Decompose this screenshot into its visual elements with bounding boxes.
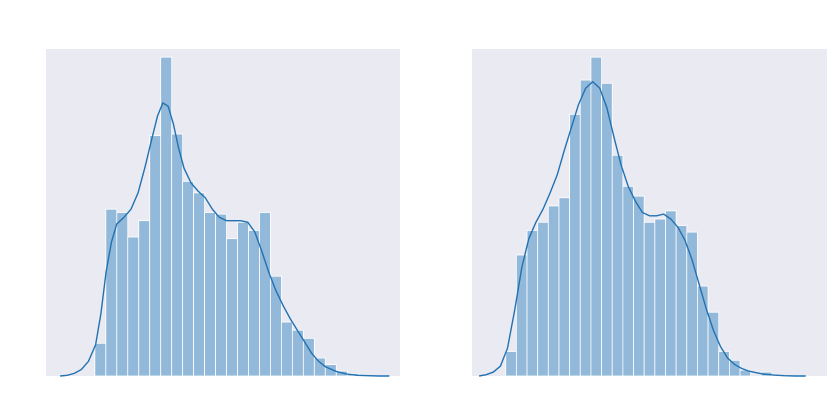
histogram-bar [226, 238, 238, 377]
histogram-bar [675, 225, 688, 377]
histogram-bar [697, 285, 709, 377]
histogram-bar [193, 192, 205, 377]
histogram-bar [281, 321, 293, 377]
right-histogram-panel [472, 49, 827, 377]
histogram-bar [105, 208, 118, 377]
histogram-bar [204, 212, 216, 377]
histogram-bar [558, 197, 571, 377]
histogram-bar [324, 364, 337, 377]
histogram-bar [127, 236, 140, 377]
histogram-bar [611, 154, 624, 377]
histogram-bar [505, 351, 517, 377]
right-histogram-bars [505, 56, 773, 377]
histogram-bar [515, 254, 528, 377]
histogram-bar [633, 195, 645, 377]
histogram-bar [537, 221, 549, 377]
histogram-bar [259, 212, 271, 377]
histogram-bar [665, 210, 677, 377]
histogram-bar [149, 135, 162, 377]
histogram-bar [569, 114, 581, 377]
histogram-bar [302, 337, 315, 377]
histogram-bar [579, 79, 592, 377]
histogram-bar [182, 181, 195, 377]
left-histogram-bars [94, 56, 359, 377]
histogram-bar [248, 230, 260, 377]
histogram-bar [728, 359, 741, 377]
histogram-bar [116, 212, 129, 377]
histogram-bar [622, 185, 634, 377]
histogram-bar [94, 342, 107, 377]
histogram-bar [654, 218, 666, 377]
left-histogram-panel [46, 49, 400, 377]
histogram-bar [138, 220, 151, 377]
histogram-bar [171, 133, 184, 377]
histogram-bar [237, 221, 249, 377]
right-kde-curve [478, 80, 806, 377]
histogram-bar [707, 311, 720, 377]
histogram-bar [526, 230, 539, 377]
histogram-bar [686, 231, 698, 377]
histogram-bar [590, 56, 602, 377]
histogram-bar [718, 351, 730, 377]
histogram-bar [601, 82, 613, 377]
left-kde-curve [60, 101, 390, 377]
histogram-bar [313, 357, 326, 377]
histogram-bar [547, 205, 560, 377]
histogram-bar [643, 221, 656, 377]
histogram-bar [215, 213, 227, 377]
